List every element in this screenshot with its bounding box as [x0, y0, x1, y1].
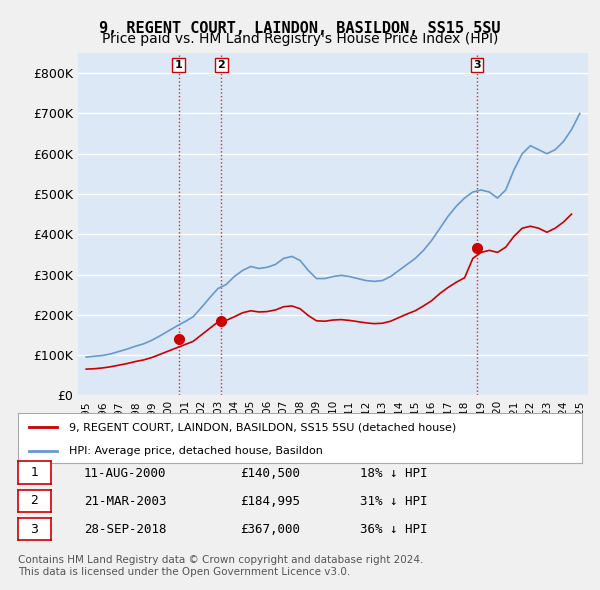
Text: 36% ↓ HPI: 36% ↓ HPI	[360, 523, 427, 536]
Text: Contains HM Land Registry data © Crown copyright and database right 2024.
This d: Contains HM Land Registry data © Crown c…	[18, 555, 424, 577]
Text: 2: 2	[31, 494, 38, 507]
Text: 2: 2	[218, 60, 226, 70]
Text: 9, REGENT COURT, LAINDON, BASILDON, SS15 5SU (detached house): 9, REGENT COURT, LAINDON, BASILDON, SS15…	[69, 422, 456, 432]
Text: 1: 1	[31, 466, 38, 479]
Text: 9, REGENT COURT, LAINDON, BASILDON, SS15 5SU: 9, REGENT COURT, LAINDON, BASILDON, SS15…	[99, 21, 501, 35]
Text: £184,995: £184,995	[240, 495, 300, 508]
Text: HPI: Average price, detached house, Basildon: HPI: Average price, detached house, Basi…	[69, 445, 323, 455]
Text: 11-AUG-2000: 11-AUG-2000	[84, 467, 167, 480]
Text: £140,500: £140,500	[240, 467, 300, 480]
Text: 1: 1	[175, 60, 182, 70]
Text: Price paid vs. HM Land Registry's House Price Index (HPI): Price paid vs. HM Land Registry's House …	[102, 32, 498, 47]
Text: 28-SEP-2018: 28-SEP-2018	[84, 523, 167, 536]
Text: £367,000: £367,000	[240, 523, 300, 536]
Text: 21-MAR-2003: 21-MAR-2003	[84, 495, 167, 508]
Text: 31% ↓ HPI: 31% ↓ HPI	[360, 495, 427, 508]
Text: 3: 3	[473, 60, 481, 70]
Text: 3: 3	[31, 523, 38, 536]
Text: 18% ↓ HPI: 18% ↓ HPI	[360, 467, 427, 480]
